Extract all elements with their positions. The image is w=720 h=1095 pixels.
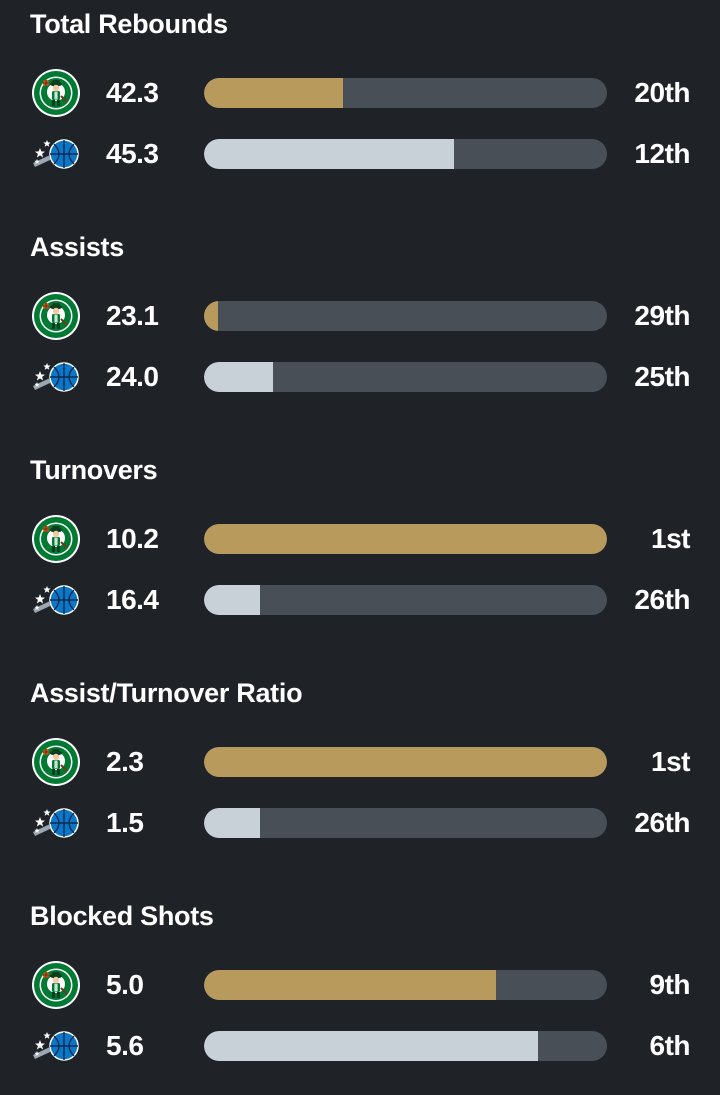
- team-stat-row-away: 5.6 6th: [0, 1021, 720, 1071]
- stat-bar-fill: [204, 362, 274, 392]
- team-stat-row-away: 24.0 25th: [0, 352, 720, 402]
- section-title: Total Rebounds: [30, 9, 228, 39]
- celtics-logo-icon: [31, 68, 81, 118]
- team-stat-row-home: 23.1 29th: [0, 291, 720, 341]
- team-stat-row-home: 2.3 1st: [0, 737, 720, 787]
- stat-bar-track: [204, 139, 607, 169]
- stat-bar-track: [204, 585, 607, 615]
- league-rank: 9th: [649, 969, 691, 1000]
- stat-value: 1.5: [106, 807, 144, 838]
- league-rank: 26th: [634, 584, 690, 615]
- team-stat-row-away: 1.5 26th: [0, 798, 720, 848]
- stat-value: 16.4: [106, 584, 159, 615]
- stat-value: 23.1: [106, 300, 159, 331]
- magic-logo-icon: [31, 575, 81, 625]
- stat-bar-fill: [204, 78, 344, 108]
- stat-bar-fill: [204, 747, 607, 777]
- league-rank: 20th: [634, 77, 690, 108]
- stat-bar-fill: [204, 139, 454, 169]
- magic-logo-icon: [31, 129, 81, 179]
- team-stat-row-away: 45.3 12th: [0, 129, 720, 179]
- stat-value: 2.3: [106, 746, 144, 777]
- league-rank: 25th: [634, 361, 690, 392]
- magic-logo-icon: [31, 1021, 81, 1071]
- magic-logo-icon: [31, 798, 81, 848]
- league-rank: 1st: [651, 523, 690, 554]
- stat-value: 5.0: [106, 969, 144, 1000]
- stat-bar-track: [204, 301, 607, 331]
- stat-bar-fill: [204, 1031, 538, 1061]
- stat-value: 42.3: [106, 77, 159, 108]
- team-stat-row-home: 10.2 1st: [0, 514, 720, 564]
- section-title: Assist/Turnover Ratio: [30, 678, 303, 708]
- celtics-logo-icon: [31, 960, 81, 1010]
- stat-bar-fill: [204, 524, 607, 554]
- stat-value: 5.6: [106, 1030, 144, 1061]
- stat-bar-track: [204, 970, 607, 1000]
- stat-bar-track: [204, 524, 607, 554]
- stat-value: 45.3: [106, 138, 159, 169]
- team-stat-row-home: 5.0 9th: [0, 960, 720, 1010]
- stat-value: 10.2: [106, 523, 159, 554]
- stat-bar-fill: [204, 301, 219, 331]
- stat-bar-fill: [204, 970, 497, 1000]
- magic-logo-icon: [31, 352, 81, 402]
- stat-bar-track: [204, 78, 607, 108]
- celtics-logo-icon: [31, 291, 81, 341]
- celtics-logo-icon: [31, 514, 81, 564]
- league-rank: 29th: [634, 300, 690, 331]
- section-title: Blocked Shots: [30, 901, 214, 931]
- stat-value: 24.0: [106, 361, 159, 392]
- league-rank: 26th: [634, 807, 690, 838]
- celtics-logo-icon: [31, 737, 81, 787]
- stat-bar-track: [204, 362, 607, 392]
- section-title: Assists: [30, 232, 124, 262]
- team-stat-row-home: 42.3 20th: [0, 68, 720, 118]
- stat-bar-track: [204, 747, 607, 777]
- stat-bar-fill: [204, 585, 260, 615]
- league-rank: 6th: [649, 1030, 691, 1061]
- league-rank: 1st: [651, 746, 690, 777]
- stat-bar-fill: [204, 808, 260, 838]
- stat-bar-track: [204, 1031, 607, 1061]
- league-rank: 12th: [634, 138, 690, 169]
- stat-bar-track: [204, 808, 607, 838]
- team-stat-row-away: 16.4 26th: [0, 575, 720, 625]
- section-title: Turnovers: [30, 455, 158, 485]
